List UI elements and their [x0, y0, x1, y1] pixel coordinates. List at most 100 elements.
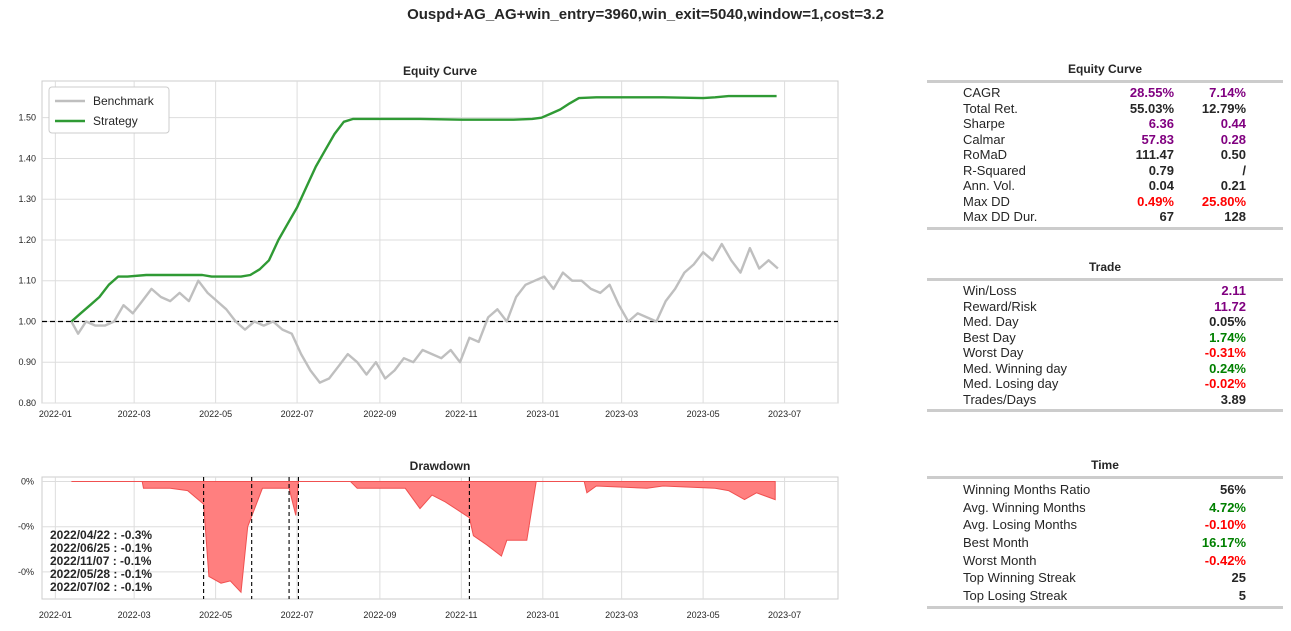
- metric-label: Med. Winning day: [963, 360, 1068, 376]
- drawdown-x-tick-label: 2022-07: [281, 610, 314, 620]
- table-rule: [927, 409, 1283, 412]
- metric-label: Trades/Days: [963, 391, 1037, 407]
- strategy-value: 111.47: [1135, 147, 1174, 163]
- strategy-value: 0.49%: [1137, 193, 1174, 209]
- equity-y-tick-label: 1.30: [18, 194, 36, 204]
- drawdown-x-tick-label: 2022-03: [118, 610, 151, 620]
- equity-series-strategy: [70, 94, 777, 323]
- benchmark-value: 0.50: [1220, 147, 1246, 163]
- equity-chart-title: Equity Curve: [403, 64, 477, 78]
- drawdown-x-tick-label: 2023-03: [605, 610, 638, 620]
- metric-label: Ann. Vol.: [963, 178, 1016, 194]
- metric-row: Max DD 0.49% 25.80%: [927, 194, 1283, 210]
- equity-x-tick-label: 2023-03: [605, 409, 638, 419]
- metric-row: Winning Months Ratio 56%: [927, 481, 1283, 499]
- drawdown-annotation: 2022/04/22 : -0.3%: [50, 528, 152, 542]
- benchmark-value: 25.80%: [1201, 193, 1246, 209]
- drawdown-area: [71, 481, 776, 594]
- drawdown-y-tick-label: 0%: [21, 477, 34, 487]
- strategy-value: 28.55%: [1129, 85, 1174, 101]
- metric-label: Sharpe: [963, 116, 1005, 132]
- metric-label: Top Losing Streak: [963, 587, 1068, 603]
- equity-x-tick-label: 2022-03: [118, 409, 151, 419]
- metric-label: Top Winning Streak: [963, 570, 1076, 586]
- metric-label: Best Day: [963, 329, 1016, 345]
- metric-value: 5: [1238, 587, 1246, 603]
- strategy-value: 67: [1159, 209, 1174, 225]
- metric-value: 2.11: [1221, 283, 1246, 299]
- equity-x-tick-label: 2023-01: [526, 409, 559, 419]
- table-rule: [927, 80, 1283, 83]
- table-rule: [927, 226, 1283, 230]
- metric-row: Top Losing Streak 5: [927, 587, 1283, 605]
- equity-y-tick-label: 1.40: [18, 153, 36, 163]
- metric-label: CAGR: [963, 85, 1001, 101]
- metric-label: Calmar: [963, 131, 1005, 147]
- metric-row: Med. Losing day -0.02%: [927, 376, 1283, 392]
- benchmark-value: 0.44: [1220, 116, 1246, 132]
- metric-value: 0.24%: [1209, 360, 1246, 376]
- benchmark-value: 7.14%: [1209, 85, 1246, 101]
- metric-label: Winning Months Ratio: [963, 482, 1091, 498]
- equity-table-title: Equity Curve: [1067, 62, 1142, 76]
- metric-label: Worst Month: [963, 552, 1037, 568]
- drawdown-x-tick-label: 2022-11: [445, 610, 477, 620]
- drawdown-x-tick-label: 2022-01: [39, 610, 72, 620]
- drawdown-annotation: 2022/05/28 : -0.1%: [50, 567, 152, 581]
- equity-x-tick-label: 2022-09: [363, 409, 396, 419]
- metric-row: Med. Day 0.05%: [927, 314, 1283, 330]
- drawdown-y-tick-label: -0%: [18, 522, 34, 532]
- equity-x-tick-label: 2022-07: [281, 409, 314, 419]
- metric-label: R-Squared: [963, 162, 1026, 178]
- drawdown-chart-title: Drawdown: [410, 459, 471, 473]
- metric-value: 1.74%: [1209, 329, 1246, 345]
- metric-row: Avg. Losing Months -0.10%: [927, 516, 1283, 534]
- metric-label: Avg. Winning Months: [963, 499, 1086, 515]
- drawdown-x-tick-label: 2022-05: [199, 610, 232, 620]
- strategy-value: 0.04: [1148, 178, 1174, 194]
- metric-value: 3.89: [1220, 391, 1246, 407]
- trade-metrics-table: Trade Win/Loss 2.11 Reward/Risk 11.72 Med. D…: [927, 260, 1283, 414]
- metric-label: Win/Loss: [963, 283, 1017, 299]
- time-table-title: Time: [1091, 458, 1119, 472]
- legend-label-benchmark: Benchmark: [93, 94, 155, 108]
- strategy-value: 6.36: [1148, 116, 1174, 132]
- drawdown-annotation: 2022/11/07 : -0.1%: [50, 554, 152, 568]
- drawdown-x-tick-label: 2022-09: [363, 610, 396, 620]
- metric-row: RoMaD 111.47 0.50: [927, 147, 1283, 163]
- equity-x-tick-label: 2023-05: [687, 409, 720, 419]
- benchmark-value: 12.79%: [1201, 100, 1246, 116]
- metric-value: 25: [1231, 570, 1246, 586]
- drawdown-x-tick-label: 2023-07: [768, 610, 801, 620]
- metric-value: 16.17%: [1201, 535, 1246, 551]
- equity-y-tick-label: 1.50: [18, 113, 36, 123]
- equity-x-tick-label: 2022-05: [199, 409, 232, 419]
- metric-row: Sharpe 6.36 0.44: [927, 116, 1283, 132]
- equity-x-tick-label: 2022-01: [39, 409, 72, 419]
- metric-row: Worst Month -0.42%: [927, 551, 1283, 569]
- metric-value: -0.31%: [1204, 345, 1246, 361]
- metric-value: -0.10%: [1204, 517, 1246, 533]
- benchmark-value: 0.21: [1220, 178, 1246, 194]
- metric-value: 4.72%: [1209, 499, 1246, 515]
- metric-label: Med. Losing day: [963, 376, 1059, 392]
- drawdown-annotation: 2022/06/25 : -0.1%: [50, 541, 152, 555]
- equity-legend: Benchmark Strategy: [48, 86, 170, 134]
- figure-title: Ouspd+AG_AG+win_entry=3960,win_exit=5040…: [407, 6, 884, 23]
- drawdown-x-tick-label: 2023-01: [526, 610, 559, 620]
- metric-label: Total Ret.: [963, 100, 1018, 116]
- drawdown-annotation: 2022/07/02 : -0.1%: [50, 580, 152, 594]
- strategy-value: 0.79: [1148, 162, 1174, 178]
- equity-y-tick-label: 0.80: [18, 398, 36, 408]
- trade-table-title: Trade: [1088, 260, 1121, 274]
- metric-row: Trades/Days 3.89: [927, 392, 1283, 408]
- metric-label: Max DD: [963, 193, 1010, 209]
- legend-label-strategy: Strategy: [93, 114, 138, 128]
- metric-row: Avg. Winning Months 4.72%: [927, 499, 1283, 517]
- table-rule: [927, 606, 1283, 610]
- metric-row: Best Day 1.74%: [927, 330, 1283, 346]
- metric-label: Best Month: [963, 535, 1029, 551]
- equity-y-tick-label: 1.00: [18, 316, 36, 326]
- strategy-value: 55.03%: [1129, 100, 1174, 116]
